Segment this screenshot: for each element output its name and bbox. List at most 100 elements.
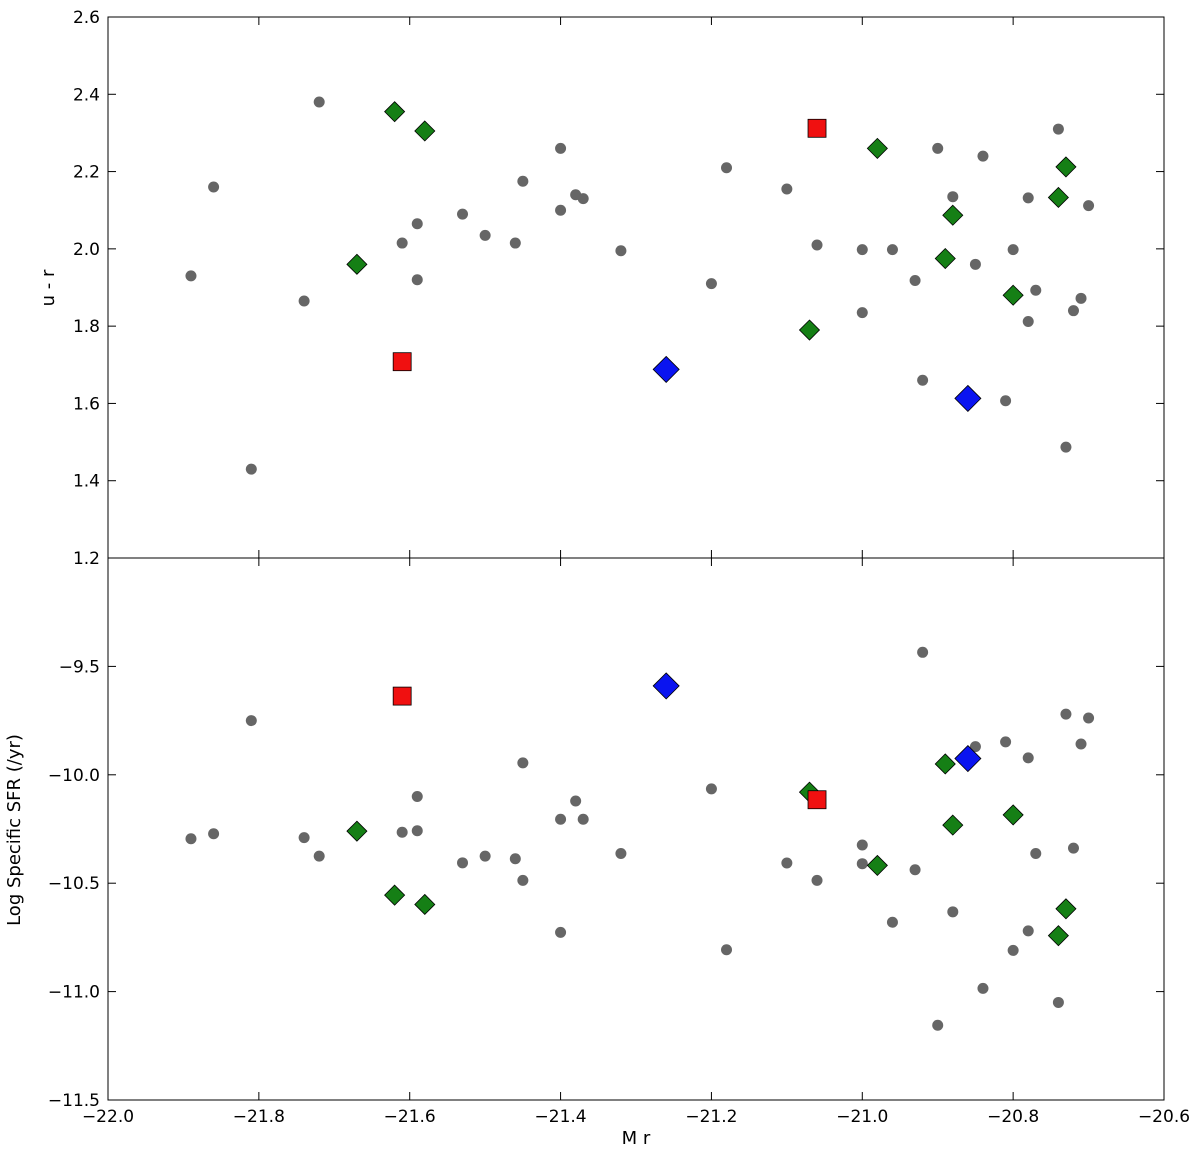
data-point-gray-circle: [517, 874, 529, 886]
data-point-gray-circle: [411, 825, 423, 837]
data-point-gray-circle: [555, 926, 567, 938]
data-point-gray-circle: [1030, 284, 1042, 296]
x-tick-label: −21.0: [836, 1107, 888, 1127]
data-point-red-square: [392, 352, 412, 372]
data-point-gray-circle: [208, 181, 220, 193]
data-point-gray-circle: [969, 258, 981, 270]
data-point-gray-circle: [705, 783, 717, 795]
data-point-gray-circle: [509, 853, 521, 865]
y-tick-label: −11.0: [48, 983, 100, 1003]
data-point-green-diamond: [866, 137, 888, 159]
x-tick-label: −21.8: [233, 1107, 285, 1127]
data-point-gray-circle: [509, 237, 521, 249]
data-point-green-diamond: [1055, 898, 1077, 920]
data-point-gray-circle: [1022, 925, 1034, 937]
data-point-gray-circle: [185, 270, 197, 282]
data-point-blue-diamond: [652, 672, 680, 700]
y-tick-label: −9.5: [59, 657, 100, 677]
y-tick-label: 1.4: [73, 472, 100, 492]
data-point-green-diamond: [866, 854, 888, 876]
data-point-gray-circle: [245, 463, 257, 475]
data-point-gray-circle: [1075, 292, 1087, 304]
data-point-gray-circle: [396, 237, 408, 249]
data-point-gray-circle: [457, 857, 469, 869]
data-point-gray-circle: [245, 715, 257, 727]
y-tick-label: 2.0: [73, 240, 100, 260]
data-point-gray-circle: [298, 832, 310, 844]
data-point-gray-circle: [577, 193, 589, 205]
data-point-green-diamond: [346, 820, 368, 842]
data-point-gray-circle: [313, 850, 325, 862]
data-point-gray-circle: [781, 857, 793, 869]
data-point-gray-circle: [185, 833, 197, 845]
data-point-gray-circle: [555, 813, 567, 825]
data-point-gray-circle: [1000, 395, 1012, 407]
data-point-green-diamond: [942, 814, 964, 836]
data-point-gray-circle: [1000, 736, 1012, 748]
data-point-green-diamond: [1002, 804, 1024, 826]
data-point-gray-circle: [781, 183, 793, 195]
data-point-gray-circle: [856, 244, 868, 256]
data-point-gray-circle: [1067, 842, 1079, 854]
x-tick-label: −20.8: [987, 1107, 1039, 1127]
y-tick-label: −11.5: [48, 1091, 100, 1111]
data-point-gray-circle: [1007, 244, 1019, 256]
y-tick-label: −10.5: [48, 874, 100, 894]
data-point-gray-circle: [705, 278, 717, 290]
data-point-gray-circle: [517, 757, 529, 769]
data-point-gray-circle: [917, 646, 929, 658]
data-point-gray-circle: [1052, 123, 1064, 135]
data-point-gray-circle: [570, 795, 582, 807]
bottom-y-axis-label: Log Specific SFR (/yr): [4, 734, 25, 926]
data-point-gray-circle: [457, 208, 469, 220]
data-point-gray-circle: [479, 850, 491, 862]
data-point-gray-circle: [977, 150, 989, 162]
x-tick-label: −21.6: [384, 1107, 436, 1127]
data-point-gray-circle: [1060, 441, 1072, 453]
data-point-gray-circle: [886, 916, 898, 928]
data-point-red-square: [392, 686, 412, 706]
data-point-gray-circle: [555, 142, 567, 154]
data-point-red-square: [807, 790, 827, 810]
data-point-gray-circle: [932, 1019, 944, 1031]
data-point-gray-circle: [909, 864, 921, 876]
x-axis-label: M r: [622, 1128, 651, 1149]
data-point-green-diamond: [1047, 186, 1069, 209]
data-point-gray-circle: [856, 839, 868, 851]
data-point-green-diamond: [414, 893, 436, 916]
data-point-gray-circle: [909, 275, 921, 287]
data-point-gray-circle: [615, 847, 627, 859]
data-point-gray-circle: [479, 229, 491, 241]
data-point-gray-circle: [721, 944, 733, 956]
data-point-green-diamond: [384, 101, 406, 123]
data-point-green-diamond: [384, 884, 406, 906]
data-point-gray-circle: [411, 274, 423, 286]
data-point-blue-diamond: [954, 744, 982, 773]
y-tick-label: 1.2: [73, 549, 100, 569]
x-tick-label: −20.6: [1138, 1107, 1190, 1127]
data-point-gray-circle: [1083, 712, 1095, 724]
data-point-gray-circle: [208, 828, 220, 840]
data-point-gray-circle: [1022, 192, 1034, 204]
data-point-gray-circle: [721, 162, 733, 174]
data-point-green-diamond: [1047, 925, 1069, 947]
data-point-gray-circle: [1022, 752, 1034, 764]
data-point-green-diamond: [798, 319, 821, 341]
data-point-gray-circle: [947, 191, 959, 203]
top-panel-u-r: 1.2 1.4 1.6 1.8 2.0 2.2 2.4 2.6: [73, 8, 1165, 569]
plot-frame: [107, 557, 1165, 1101]
data-point-gray-circle: [411, 218, 423, 230]
y-tick-label: 1.6: [73, 394, 100, 414]
plot-frame: [107, 16, 1165, 559]
data-point-blue-diamond: [954, 384, 982, 412]
data-point-gray-circle: [856, 858, 868, 870]
data-point-gray-circle: [555, 204, 567, 216]
x-tick-label: −22.0: [82, 1107, 134, 1127]
data-point-gray-circle: [1030, 847, 1042, 859]
data-point-green-diamond: [934, 247, 956, 270]
data-point-green-diamond: [934, 753, 956, 775]
data-point-red-square: [807, 118, 827, 138]
data-point-gray-circle: [577, 813, 589, 825]
y-tick-label: −10.0: [48, 766, 100, 786]
